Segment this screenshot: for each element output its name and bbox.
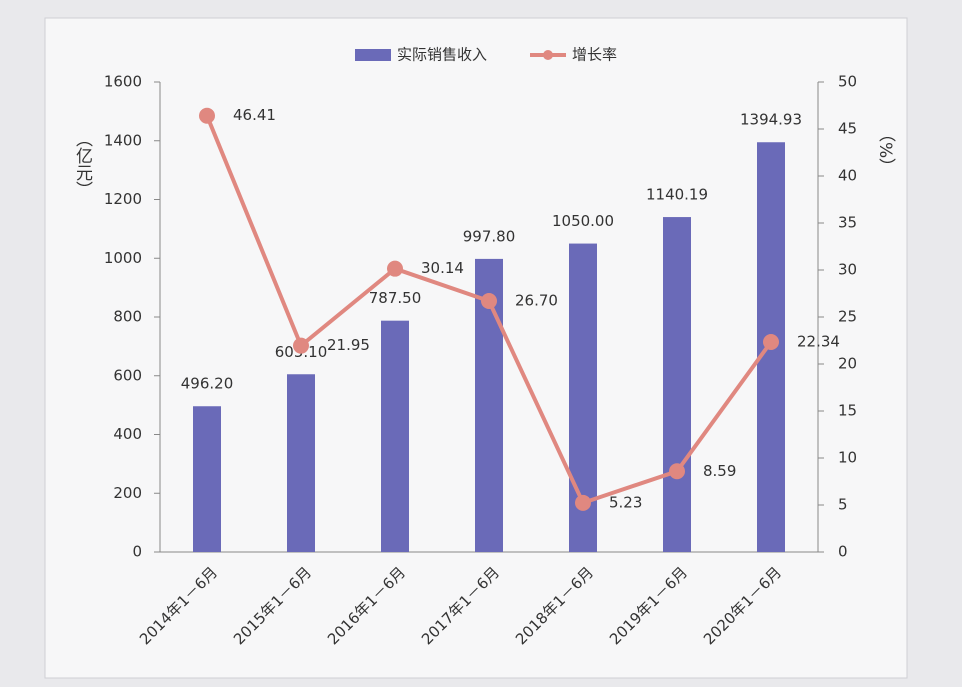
line-point <box>387 260 403 277</box>
bar-value-label: 1050.00 <box>552 212 614 230</box>
bar-value-label: 1140.19 <box>646 186 708 204</box>
legend-label: 增长率 <box>572 46 617 64</box>
y2-tick-label: 0 <box>838 543 848 561</box>
y2-tick-label: 5 <box>838 496 848 514</box>
line-value-label: 22.34 <box>797 333 840 351</box>
line-point <box>669 463 685 480</box>
y2-tick-label: 45 <box>838 120 857 138</box>
bar-value-label: 1394.93 <box>740 111 802 129</box>
y-tick-label: 800 <box>113 308 142 326</box>
y2-tick-label: 15 <box>838 402 857 420</box>
legend-swatch <box>355 49 391 61</box>
line-value-label: 5.23 <box>609 493 642 511</box>
y2-axis-title: （%） <box>875 125 896 175</box>
legend-swatch-dot <box>543 50 553 60</box>
y2-tick-label: 20 <box>838 355 857 373</box>
bar <box>193 406 221 552</box>
y2-tick-label: 25 <box>838 308 857 326</box>
line-value-label: 46.41 <box>233 106 276 124</box>
bar-value-label: 787.50 <box>369 289 422 307</box>
y-tick-label: 600 <box>113 366 142 384</box>
y2-tick-label: 10 <box>838 449 857 467</box>
line-value-label: 8.59 <box>703 462 736 480</box>
bar <box>287 374 315 552</box>
bar <box>381 320 409 552</box>
line-value-label: 26.70 <box>515 292 558 310</box>
y-tick-label: 0 <box>132 543 142 561</box>
y-tick-label: 400 <box>113 425 142 443</box>
y-tick-label: 1600 <box>104 73 142 91</box>
line-point <box>199 107 215 124</box>
y-tick-label: 1200 <box>104 190 142 208</box>
bar <box>663 217 691 552</box>
bar-value-label: 496.20 <box>181 375 234 393</box>
y2-tick-label: 30 <box>838 261 857 279</box>
bar-value-label: 997.80 <box>463 227 516 245</box>
line-value-label: 21.95 <box>327 336 370 354</box>
y2-tick-label: 40 <box>838 167 857 185</box>
y2-tick-label: 50 <box>838 73 857 91</box>
y-tick-label: 1400 <box>104 131 142 149</box>
line-point <box>575 494 591 511</box>
line-point <box>763 334 779 351</box>
line-value-label: 30.14 <box>421 259 464 277</box>
line-point <box>293 337 309 354</box>
y-tick-label: 1000 <box>104 249 142 267</box>
line-point <box>481 293 497 310</box>
y2-tick-label: 35 <box>838 214 857 232</box>
y-axis-title: （亿元） <box>72 130 93 198</box>
legend-label: 实际销售收入 <box>397 46 487 64</box>
y-tick-label: 200 <box>113 484 142 502</box>
